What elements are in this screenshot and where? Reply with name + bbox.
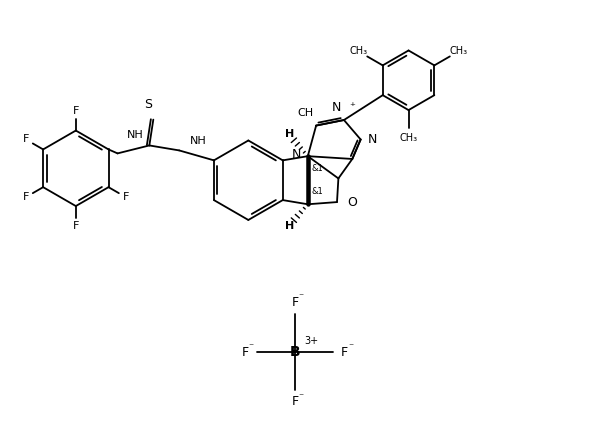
Text: F: F xyxy=(292,296,299,309)
Text: F: F xyxy=(242,345,249,359)
Text: F: F xyxy=(73,221,79,231)
Text: O: O xyxy=(347,196,357,208)
Text: F: F xyxy=(292,395,299,408)
Text: CH₃: CH₃ xyxy=(449,47,467,56)
Text: 3+: 3+ xyxy=(304,336,318,346)
Text: F: F xyxy=(122,192,129,202)
Text: N: N xyxy=(292,148,301,160)
Text: NH: NH xyxy=(127,131,144,140)
Text: F: F xyxy=(23,134,29,145)
Text: H: H xyxy=(285,221,295,231)
Text: N: N xyxy=(332,101,341,114)
Text: H: H xyxy=(285,129,295,140)
Text: ⁺: ⁺ xyxy=(349,102,355,112)
Text: CH₃: CH₃ xyxy=(400,133,418,143)
Text: CH₃: CH₃ xyxy=(350,47,368,56)
Text: &1: &1 xyxy=(312,164,323,173)
Text: S: S xyxy=(145,98,152,111)
Text: N: N xyxy=(368,133,377,146)
Text: F: F xyxy=(73,106,79,116)
Text: ⁻: ⁻ xyxy=(298,392,304,402)
Text: B: B xyxy=(290,345,301,359)
Text: ⁻: ⁻ xyxy=(249,342,254,352)
Text: F: F xyxy=(23,192,29,202)
Text: &1: &1 xyxy=(312,187,323,196)
Text: F: F xyxy=(341,345,348,359)
Text: ⁻: ⁻ xyxy=(298,292,304,303)
Text: NH: NH xyxy=(190,137,207,146)
Text: ⁻: ⁻ xyxy=(348,342,353,352)
Text: CH: CH xyxy=(297,107,313,118)
